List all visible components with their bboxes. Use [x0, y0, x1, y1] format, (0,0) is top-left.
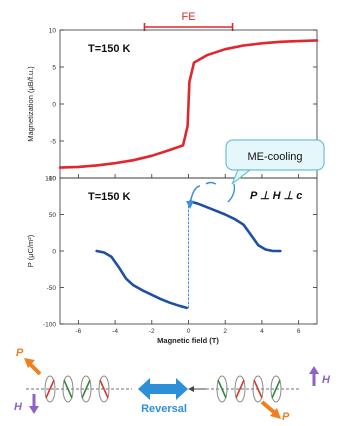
left-h-label: H	[14, 401, 23, 413]
top-ytick-label: -5	[50, 139, 56, 146]
me-cooling-box	[225, 139, 325, 171]
right-spin-4	[271, 379, 281, 399]
reversal-double-arrow	[138, 378, 188, 400]
right-p-arrow	[260, 400, 281, 419]
me-cooling-callout: ME-cooling	[186, 139, 325, 209]
bottom-ytick-label: 100	[45, 176, 56, 183]
bottom-panel-label: T=150 K	[88, 191, 131, 203]
bottom-xtick-label: -6	[75, 328, 81, 335]
right-h-label: H	[322, 374, 331, 386]
left-spin-2	[63, 379, 73, 399]
me-cooling-label: ME-cooling	[247, 151, 302, 163]
right-spin-1	[217, 379, 227, 399]
left-spin-3	[81, 379, 91, 399]
right-spin-cone-4	[270, 375, 282, 403]
left-spin-cone-2	[62, 375, 74, 403]
me-cooling-arrow-left-head	[186, 201, 194, 209]
left-p-label: P	[16, 347, 24, 359]
bottom-xtick-label: -4	[112, 328, 118, 335]
bottom-ylabel: P (μC/m²)	[26, 234, 35, 267]
top-panel-series	[58, 39, 319, 169]
xlabel: Magnetic field (T)	[157, 336, 219, 345]
right-h-arrow	[309, 366, 319, 386]
left-spin-1	[45, 379, 55, 399]
magnetization-series-0	[58, 39, 319, 169]
fe-label: FE	[181, 11, 195, 23]
left-spin-schematic	[26, 375, 132, 403]
bottom-xtick-label: 4	[260, 328, 264, 335]
bottom-ytick-label: -50	[47, 285, 57, 292]
bottom-ytick-label: 0	[52, 249, 56, 256]
bottom-ytick-label: -100	[43, 322, 56, 329]
polarization-series-0	[95, 249, 188, 310]
right-spin-cone-3	[252, 375, 264, 403]
top-ytick-label: 0	[52, 102, 56, 109]
top-panel-label: T=150 K	[88, 43, 131, 55]
top-ylabel: Magnetization (μB/f.u.)	[26, 66, 35, 142]
right-spin-cone-1	[216, 375, 228, 403]
left-p-arrow	[24, 358, 42, 376]
me-cooling-arrow-mid	[205, 181, 217, 185]
left-spin-4	[99, 379, 109, 399]
bottom-panel-ticks: -100 -50 0 50 100 -6 -4 -2 0 2 4 6	[43, 176, 317, 335]
bottom-condition-label: P ⊥ H ⊥ c	[250, 190, 302, 202]
bottom-xtick-label: 6	[297, 328, 301, 335]
left-spin-cone-1	[44, 375, 56, 403]
right-chain-arrow-head	[188, 386, 194, 392]
left-spin-cone-4	[98, 375, 110, 403]
bottom-xtick-label: -2	[149, 328, 155, 335]
bottom-panel-series	[95, 200, 282, 310]
me-cooling-arrow-right	[227, 183, 236, 203]
top-ytick-label: 5	[52, 65, 56, 72]
top-ytick-label: 10	[49, 28, 57, 35]
right-spin-2	[235, 379, 245, 399]
me-cooling-pointer	[231, 169, 252, 185]
right-spin-schematic	[188, 375, 300, 403]
top-ytick-label: -10	[47, 176, 57, 183]
left-h-arrow	[29, 394, 39, 414]
right-spin-3	[253, 379, 263, 399]
reversal-label: Reversal	[141, 403, 187, 415]
bottom-xtick-label: 2	[223, 328, 227, 335]
left-spin-cone-3	[80, 375, 92, 403]
bottom-ytick-label: 50	[49, 212, 57, 219]
bottom-xtick-label: 0	[187, 328, 191, 335]
fe-bracket: FE	[143, 11, 234, 31]
right-spin-cone-2	[234, 375, 246, 403]
polarization-series-1	[189, 200, 282, 253]
right-p-label: P	[282, 411, 290, 423]
